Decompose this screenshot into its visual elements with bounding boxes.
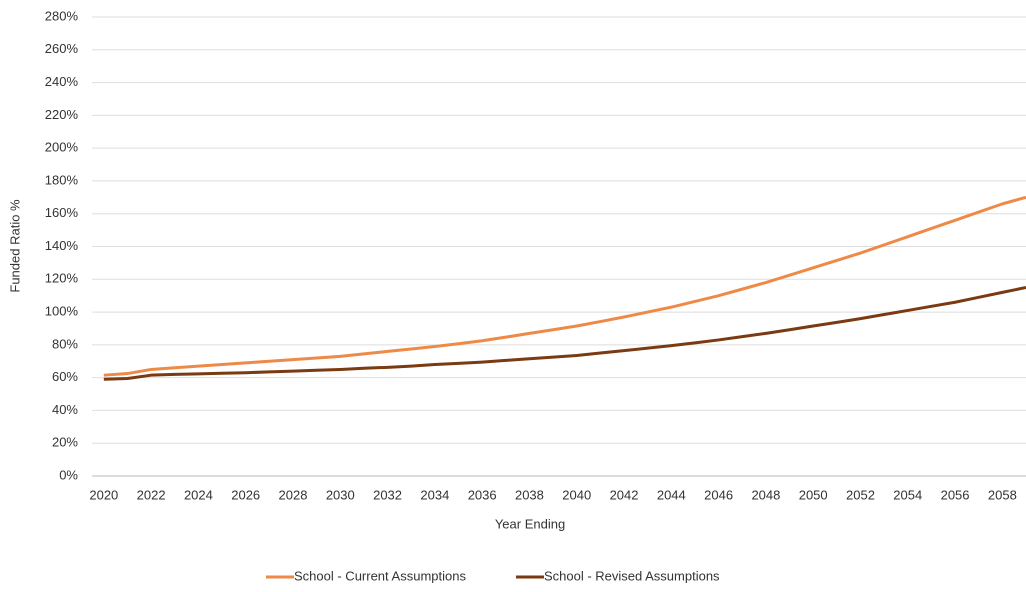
- y-tick-label: 180%: [45, 172, 79, 187]
- x-tick-label: 2044: [657, 487, 686, 502]
- y-tick-label: 140%: [45, 238, 79, 253]
- y-tick-label: 0%: [59, 467, 78, 482]
- y-tick-label: 100%: [45, 304, 79, 319]
- y-tick-label: 240%: [45, 74, 79, 89]
- x-tick-label: 2052: [846, 487, 875, 502]
- x-tick-label: 2030: [326, 487, 355, 502]
- y-tick-label: 160%: [45, 205, 79, 220]
- x-tick-label: 2046: [704, 487, 733, 502]
- x-tick-label: 2054: [893, 487, 922, 502]
- x-tick-label: 2036: [468, 487, 497, 502]
- y-tick-label: 80%: [52, 336, 78, 351]
- y-tick-label: 60%: [52, 369, 78, 384]
- legend-label: School - Current Assumptions: [294, 568, 466, 583]
- x-axis-title: Year Ending: [495, 516, 565, 531]
- x-tick-label: 2050: [799, 487, 828, 502]
- x-tick-label: 2040: [562, 487, 591, 502]
- x-tick-label: 2020: [89, 487, 118, 502]
- x-tick-label: 2028: [279, 487, 308, 502]
- y-tick-label: 120%: [45, 271, 79, 286]
- y-tick-label: 220%: [45, 107, 79, 122]
- legend-label: School - Revised Assumptions: [544, 568, 720, 583]
- y-axis-title: Funded Ratio %: [7, 199, 22, 293]
- x-tick-label: 2032: [373, 487, 402, 502]
- x-tick-label: 2058: [988, 487, 1017, 502]
- y-tick-label: 200%: [45, 140, 79, 155]
- x-tick-label: 2042: [610, 487, 639, 502]
- series-line: [103, 286, 1026, 381]
- x-tick-label: 2056: [941, 487, 970, 502]
- x-tick-label: 2024: [184, 487, 213, 502]
- x-tick-label: 2026: [231, 487, 260, 502]
- y-tick-label: 280%: [45, 8, 79, 23]
- y-tick-label: 260%: [45, 41, 79, 56]
- x-tick-label: 2048: [751, 487, 780, 502]
- y-tick-label: 20%: [52, 435, 78, 450]
- x-tick-label: 2038: [515, 487, 544, 502]
- y-tick-label: 40%: [52, 402, 78, 417]
- x-tick-label: 2034: [420, 487, 449, 502]
- x-tick-label: 2022: [137, 487, 166, 502]
- series-line: [103, 195, 1026, 377]
